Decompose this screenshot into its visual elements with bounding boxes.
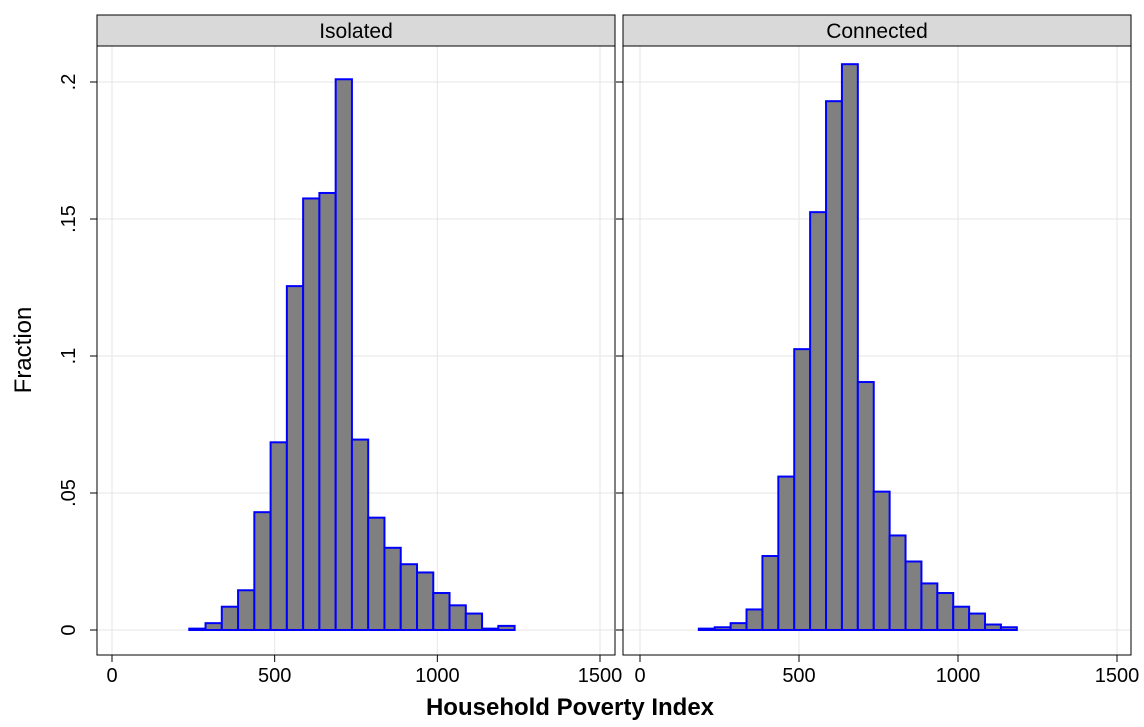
y-tick-label: .15 <box>58 205 80 233</box>
histogram-bar <box>367 516 386 631</box>
y-tick-label: 0 <box>58 624 80 635</box>
histogram-bar <box>888 534 907 631</box>
histogram-bar <box>968 612 987 631</box>
histogram-bar <box>936 592 955 632</box>
histogram-bar <box>220 605 240 632</box>
histogram-bar <box>904 560 923 631</box>
histogram-bar <box>809 211 828 631</box>
plot-frame <box>622 45 1132 656</box>
histogram-bar <box>269 441 288 631</box>
histogram-bar <box>840 63 859 631</box>
x-tick-label: 500 <box>782 665 815 687</box>
x-tick-label: 1000 <box>936 665 981 687</box>
histogram-bar <box>318 191 337 631</box>
histogram-bar <box>872 490 891 631</box>
histogram-bar <box>999 626 1018 632</box>
histogram-bar <box>464 612 484 631</box>
histogram-bar <box>825 100 843 632</box>
y-tick-label: .1 <box>58 348 80 365</box>
panels: Isolated 0 500 1000 1500 0 .05 .1 .15 .2 Connected… <box>58 14 1140 687</box>
x-tick-label: 1000 <box>415 665 460 687</box>
histogram-bar <box>416 571 435 632</box>
panel-connected: Connected 0 500 1000 1500 <box>616 14 1140 687</box>
histogram-bar <box>383 546 402 631</box>
histogram-bar <box>350 438 370 631</box>
histogram-bar <box>952 605 971 632</box>
histogram-bar <box>984 623 1002 632</box>
histogram-bar <box>285 285 305 631</box>
y-tick-label: .2 <box>58 74 80 91</box>
panel-title-strip <box>622 14 1132 47</box>
panel-title: Connected <box>826 20 928 43</box>
y-tick-label: .05 <box>58 479 80 507</box>
x-tick-label: 500 <box>258 665 291 687</box>
histogram-bar <box>399 563 419 631</box>
x-axis-label: Household Poverty Index <box>426 694 715 721</box>
histogram-bar <box>697 627 716 632</box>
x-tick-label: 1500 <box>578 665 623 687</box>
histogram-bar <box>777 475 796 631</box>
x-tick-label: 1500 <box>1095 665 1140 687</box>
histogram-bar <box>481 627 500 632</box>
histogram-bar <box>745 608 764 632</box>
x-tick-label: 0 <box>106 665 117 687</box>
histogram-bar <box>253 511 272 631</box>
histogram-bar <box>302 197 321 631</box>
histogram-bar <box>448 604 467 632</box>
histogram-bar <box>334 78 353 631</box>
panel-isolated: Isolated 0 500 1000 1500 0 .05 .1 .15 .2 <box>58 14 623 687</box>
x-tick-label: 0 <box>634 665 645 687</box>
histogram-bar <box>188 627 207 632</box>
plot-frame <box>96 45 616 656</box>
histogram-bar <box>920 582 939 631</box>
histogram-bar <box>237 589 256 632</box>
histogram-bar <box>729 622 748 632</box>
histogram-bar <box>856 381 875 631</box>
histogram-bar <box>761 555 780 632</box>
histogram-bar <box>497 624 516 632</box>
y-axis-label: Fraction <box>10 307 37 394</box>
histogram-bar <box>432 592 451 632</box>
histogram-bar <box>793 348 812 631</box>
panel-title-strip <box>96 14 616 47</box>
histogram-bar <box>204 622 223 632</box>
panel-title: Isolated <box>319 20 393 43</box>
histogram-bar <box>713 626 732 632</box>
